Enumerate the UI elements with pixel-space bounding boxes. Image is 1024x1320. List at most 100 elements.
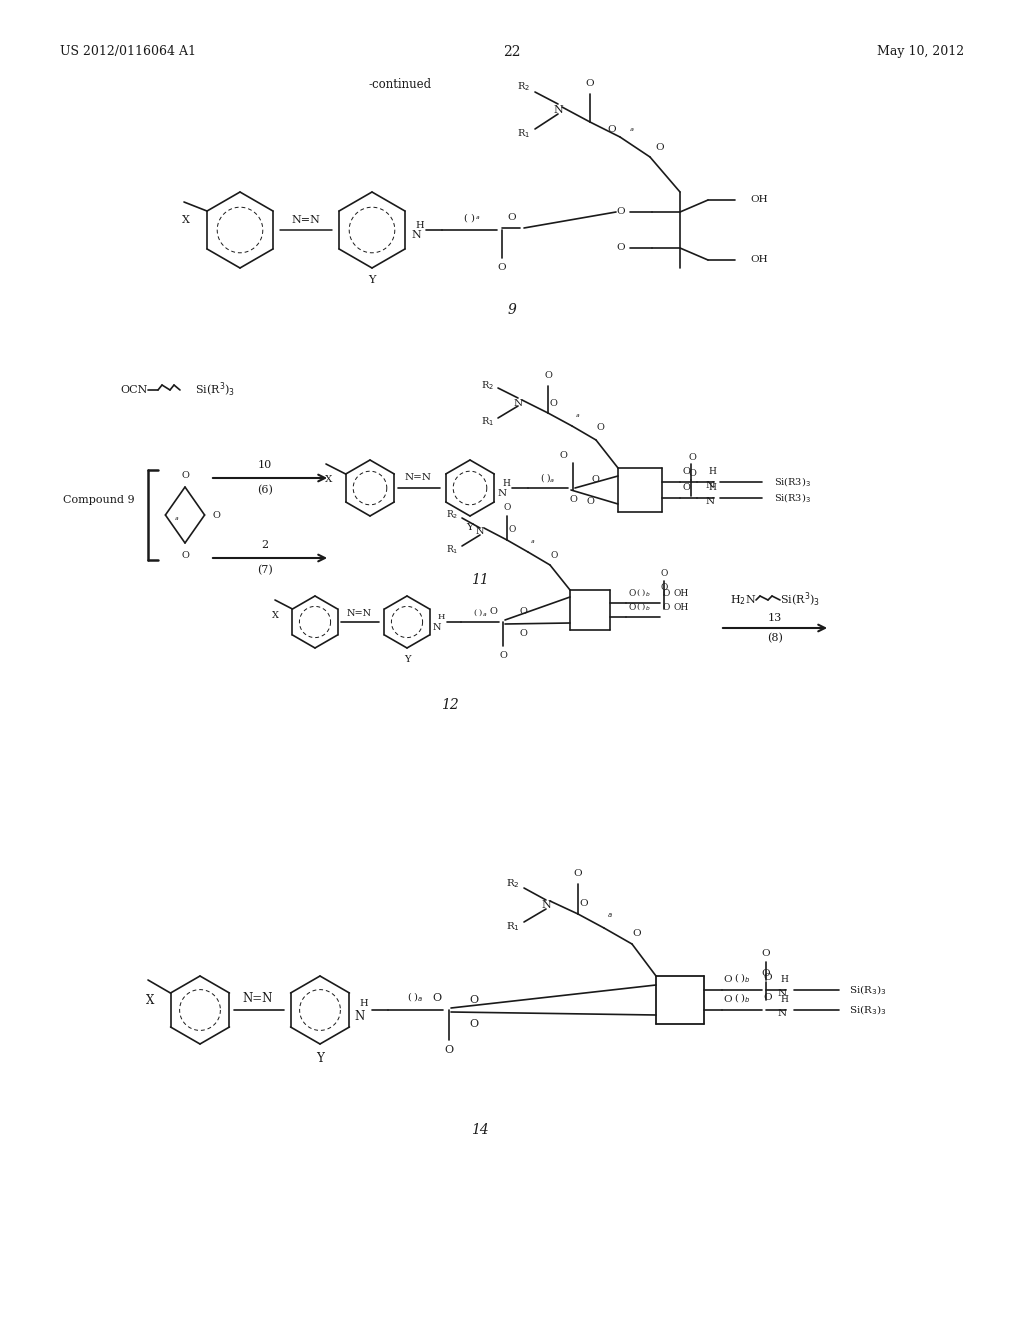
Text: H: H bbox=[780, 995, 787, 1005]
Text: (7): (7) bbox=[257, 565, 272, 576]
Text: O: O bbox=[499, 651, 507, 660]
Text: OH: OH bbox=[750, 195, 768, 205]
Text: ( )$_b$: ( )$_b$ bbox=[636, 587, 650, 598]
Text: $_a$: $_a$ bbox=[174, 515, 179, 523]
Text: $_a$: $_a$ bbox=[607, 912, 613, 920]
Text: May 10, 2012: May 10, 2012 bbox=[877, 45, 964, 58]
Text: O: O bbox=[498, 264, 506, 272]
Text: O: O bbox=[596, 424, 604, 433]
Text: O: O bbox=[573, 870, 583, 879]
Text: O: O bbox=[629, 590, 636, 598]
Text: Si(R3)$_3$: Si(R3)$_3$ bbox=[774, 475, 811, 488]
Text: OH: OH bbox=[673, 589, 688, 598]
Text: O: O bbox=[660, 582, 668, 591]
Text: R$_1$: R$_1$ bbox=[506, 920, 520, 933]
Text: O: O bbox=[549, 399, 557, 408]
Text: O: O bbox=[519, 630, 527, 639]
Text: OH: OH bbox=[673, 602, 688, 611]
Text: Y: Y bbox=[316, 1052, 324, 1064]
Text: H: H bbox=[437, 612, 444, 620]
Text: 12: 12 bbox=[441, 698, 459, 711]
Text: O: O bbox=[633, 928, 641, 937]
Text: O: O bbox=[660, 569, 668, 578]
Text: O: O bbox=[592, 475, 599, 484]
Text: H: H bbox=[708, 483, 716, 492]
Text: ( )$_b$: ( )$_b$ bbox=[733, 972, 751, 985]
Text: 22: 22 bbox=[503, 45, 521, 59]
Text: ( )$_b$: ( )$_b$ bbox=[636, 602, 650, 612]
Text: H: H bbox=[780, 975, 787, 985]
Text: O: O bbox=[213, 511, 220, 520]
Text: R$_1$: R$_1$ bbox=[517, 128, 530, 140]
Text: (6): (6) bbox=[257, 484, 273, 495]
Text: 9: 9 bbox=[508, 304, 516, 317]
Text: O: O bbox=[580, 899, 589, 908]
Text: R$_1$: R$_1$ bbox=[445, 544, 458, 556]
Text: R$_2$: R$_2$ bbox=[445, 508, 458, 521]
Text: ( )$_a$: ( )$_a$ bbox=[408, 990, 424, 1003]
Text: O: O bbox=[504, 503, 511, 511]
Text: ( )$_b$: ( )$_b$ bbox=[733, 991, 751, 1005]
Text: H: H bbox=[416, 220, 424, 230]
Text: Compound 9: Compound 9 bbox=[63, 495, 134, 506]
Text: N=N: N=N bbox=[292, 215, 321, 224]
Text: N: N bbox=[498, 488, 507, 498]
Text: O: O bbox=[586, 79, 594, 88]
Text: O: O bbox=[682, 483, 690, 492]
Text: 13: 13 bbox=[768, 612, 782, 623]
Text: H: H bbox=[502, 479, 510, 487]
Text: N: N bbox=[541, 900, 551, 909]
Text: O: O bbox=[587, 498, 595, 507]
Text: ( ): ( ) bbox=[464, 214, 475, 223]
Text: N=N: N=N bbox=[243, 991, 273, 1005]
Text: R$_2$: R$_2$ bbox=[517, 81, 530, 94]
Text: $_a$: $_a$ bbox=[629, 125, 635, 135]
Text: US 2012/0116064 A1: US 2012/0116064 A1 bbox=[60, 45, 196, 58]
Text: Si(R$_3$)$_3$: Si(R$_3$)$_3$ bbox=[849, 983, 887, 997]
Text: N: N bbox=[433, 623, 441, 631]
Text: N: N bbox=[777, 1008, 786, 1018]
Text: X: X bbox=[272, 610, 279, 619]
Text: O: O bbox=[762, 949, 770, 958]
Text: O: O bbox=[764, 994, 772, 1002]
Text: O: O bbox=[569, 495, 577, 503]
Text: O: O bbox=[559, 451, 567, 461]
Text: O: O bbox=[663, 589, 670, 598]
Text: 2: 2 bbox=[261, 540, 268, 550]
Text: O: O bbox=[663, 602, 670, 611]
Text: N: N bbox=[553, 106, 563, 115]
Text: O: O bbox=[508, 525, 516, 535]
Text: O: O bbox=[616, 243, 625, 252]
Text: $_a$: $_a$ bbox=[475, 214, 480, 222]
Text: O: O bbox=[544, 371, 552, 380]
Text: R$_2$: R$_2$ bbox=[506, 878, 520, 891]
Text: O: O bbox=[181, 470, 189, 479]
Text: H$_2$N: H$_2$N bbox=[730, 593, 757, 607]
Text: O: O bbox=[688, 453, 696, 462]
Text: N=N: N=N bbox=[404, 474, 431, 483]
Text: Si(R$^3$)$_3$: Si(R$^3$)$_3$ bbox=[780, 591, 820, 609]
Text: X: X bbox=[182, 215, 190, 224]
Text: O: O bbox=[181, 550, 189, 560]
Text: (8): (8) bbox=[767, 632, 783, 643]
Text: O: O bbox=[616, 207, 625, 216]
Text: OCN: OCN bbox=[120, 385, 147, 395]
Text: O: O bbox=[629, 603, 636, 612]
Text: 10: 10 bbox=[258, 459, 272, 470]
Text: N: N bbox=[355, 1010, 366, 1023]
Text: N: N bbox=[777, 989, 786, 998]
Text: O: O bbox=[724, 995, 732, 1005]
Text: -continued: -continued bbox=[369, 78, 431, 91]
Text: ( )$_a$: ( )$_a$ bbox=[473, 606, 487, 618]
Text: O: O bbox=[519, 607, 527, 616]
Text: N: N bbox=[476, 528, 484, 536]
Text: 14: 14 bbox=[471, 1123, 488, 1137]
Text: O: O bbox=[508, 214, 516, 223]
Text: N=N: N=N bbox=[346, 609, 372, 618]
Text: Si(R3)$_3$: Si(R3)$_3$ bbox=[774, 491, 811, 504]
Text: O: O bbox=[444, 1045, 454, 1055]
Text: O: O bbox=[607, 125, 616, 135]
Text: Y: Y bbox=[369, 275, 376, 285]
Text: O: O bbox=[469, 1019, 478, 1030]
Text: X: X bbox=[325, 475, 332, 484]
